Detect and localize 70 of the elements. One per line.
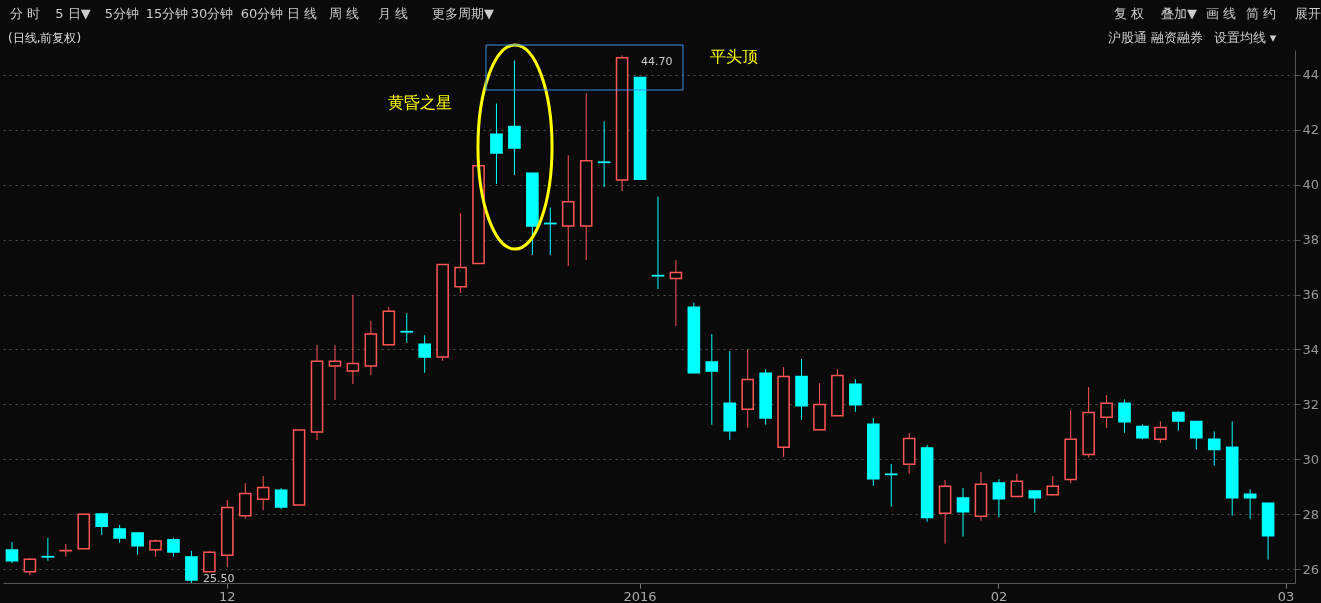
candlestick (597, 120, 611, 188)
candlestick (131, 532, 144, 556)
candlestick (1207, 430, 1221, 467)
text: 30分钟 (190, 6, 234, 21)
candlestick (1189, 420, 1203, 450)
candlestick (5, 541, 19, 564)
text: 沪股通 (1107, 30, 1147, 45)
candlestick (1100, 394, 1113, 429)
annotation: 25.50 (203, 572, 235, 585)
text: 60分钟 (240, 6, 284, 21)
y-tick-label: 28 (1302, 506, 1320, 522)
y-tick-label: 42 (1302, 122, 1320, 138)
text: 更多周期▼ (432, 6, 494, 21)
candlestick (41, 537, 55, 562)
candlestick (1028, 490, 1042, 514)
y-tick-label: 38 (1302, 232, 1320, 248)
text: 设置均线 ▾ (1213, 30, 1277, 45)
candlestick (1046, 475, 1060, 497)
candlestick (508, 59, 521, 176)
candlestick (346, 294, 360, 385)
y-tick-label: 32 (1302, 396, 1320, 412)
candlestick (274, 487, 288, 510)
candlestick (669, 259, 683, 327)
candlestick (1172, 410, 1185, 432)
candlestick (992, 478, 1006, 518)
candlestick (185, 550, 198, 584)
candlestick (238, 482, 252, 520)
y-tick-label: 26 (1302, 561, 1320, 577)
text: 15分钟 (145, 6, 189, 21)
text: 画 线 (1205, 6, 1237, 21)
candlestick (490, 103, 503, 185)
candlestick (705, 333, 719, 426)
candlestick (1010, 473, 1024, 498)
text: 周 线 (328, 6, 360, 21)
annotation: 黄昏之星 (388, 93, 452, 112)
text: 融资融券 (1151, 30, 1203, 45)
candlestick (328, 344, 342, 401)
x-tick-label: 2016 (623, 588, 657, 603)
candlestick (454, 212, 467, 294)
candlestick (1154, 420, 1167, 444)
text: 5分钟 (104, 6, 140, 21)
text: 展开 (1295, 6, 1321, 21)
x-tick-label: 03 (1277, 588, 1295, 603)
text: 复 权 (1113, 6, 1145, 21)
text: 叠加▼ (1161, 6, 1197, 21)
x-tick-label: 02 (990, 588, 1008, 603)
x-tick-label: 12 (219, 588, 236, 603)
candlestick (849, 378, 862, 413)
y-tick-label: 36 (1302, 287, 1320, 303)
text: 日 线 (286, 6, 318, 21)
text: 月 线 (377, 6, 409, 21)
candlestick (256, 475, 270, 511)
candlestick (1243, 488, 1257, 520)
annotation: 44.70 (641, 55, 673, 68)
y-tick-label: 40 (1302, 177, 1320, 193)
candlestick (956, 487, 970, 538)
text: 5 日▼ (55, 6, 91, 21)
candlestick (884, 463, 898, 508)
y-tick-label: 30 (1302, 451, 1320, 467)
annotation: 平头顶 (710, 47, 758, 66)
candlestick (418, 334, 432, 374)
text: 分 时 (9, 6, 41, 21)
y-tick-label: 34 (1302, 341, 1320, 357)
candlestick (167, 537, 180, 558)
candlestick (651, 195, 665, 290)
y-tick-label: 44 (1302, 67, 1320, 83)
text: 简 约 (1245, 6, 1277, 21)
candlestick (1118, 398, 1131, 434)
chart-title: (日线,前复权) (8, 31, 82, 45)
candlestick (400, 312, 414, 344)
